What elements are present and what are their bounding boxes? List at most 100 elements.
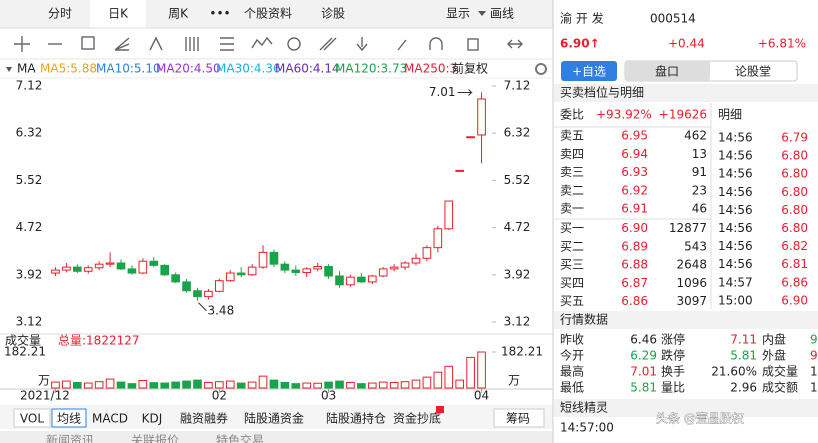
volume-bar xyxy=(94,381,104,389)
trade-time: 14:56 xyxy=(718,221,753,235)
stock-code: 000514 xyxy=(650,12,696,26)
indicator-tab[interactable]: VOL xyxy=(20,412,44,426)
volume-bar xyxy=(324,381,333,389)
top-tab[interactable]: ••• xyxy=(209,7,230,21)
trade-time: 14:56 xyxy=(718,203,753,217)
stock-name: 渝 开 发 xyxy=(560,11,604,26)
trade-price: 6.80 xyxy=(781,221,808,235)
level-price: 6.89 xyxy=(621,239,648,253)
indicator-tab[interactable]: 陆股通持仓 xyxy=(326,411,386,426)
candle-body xyxy=(160,264,170,276)
settings-icon[interactable] xyxy=(535,63,547,75)
min-arrow xyxy=(198,302,207,312)
volume-bar xyxy=(236,382,246,389)
indicator-tab[interactable]: 资金抄底 xyxy=(393,411,441,426)
candle-body xyxy=(149,260,159,266)
segment-selected[interactable] xyxy=(625,61,710,81)
candle-body xyxy=(269,251,279,265)
level-price: 6.88 xyxy=(621,258,648,272)
ratio-value: +93.92% xyxy=(596,108,652,122)
level-volume: 13 xyxy=(692,147,707,161)
volume-title: 成交量 xyxy=(5,333,41,348)
signal-time: 14:57:00 xyxy=(560,421,614,435)
level-volume: 543 xyxy=(684,239,707,253)
volume-bar xyxy=(182,380,191,389)
top-tab[interactable]: 个股资料 xyxy=(244,7,292,21)
candle-body xyxy=(280,263,290,271)
candle-body xyxy=(324,266,333,277)
trade-time: 14:56 xyxy=(718,239,753,253)
ratio-diff: +19626 xyxy=(659,108,707,122)
volume-bar xyxy=(247,381,257,389)
indicator-tab[interactable]: MACD xyxy=(92,412,128,426)
ma-legend: MA30:4.36 xyxy=(216,62,281,76)
top-tab[interactable]: 画线 xyxy=(490,7,514,21)
level-price: 6.92 xyxy=(621,183,648,197)
market-cell: 18 xyxy=(810,365,818,379)
bottom-tab[interactable]: 关联报价 xyxy=(131,433,179,443)
ma-legend: MA20:4.50 xyxy=(156,62,221,76)
max-label: 7.01 xyxy=(429,85,456,99)
volume-bar xyxy=(378,381,388,389)
level-label: 买二 xyxy=(560,239,584,253)
market-cell: 7.11 xyxy=(730,333,757,347)
bottom-tab[interactable]: 新闻资讯 xyxy=(46,433,94,443)
watchlist-button[interactable] xyxy=(561,61,617,81)
level-label: 卖二 xyxy=(560,183,584,197)
bottom-tab[interactable]: 特色交易 xyxy=(216,433,264,443)
volume-bar xyxy=(62,380,71,389)
level-label: 买一 xyxy=(560,221,584,235)
indicator-tab[interactable]: 融资融券 xyxy=(180,411,228,426)
button-label[interactable]: 盘口 xyxy=(655,64,679,79)
market-cell: 6.29 xyxy=(630,349,657,363)
indicator-tab[interactable]: 筹码 xyxy=(506,412,530,426)
top-tab[interactable]: 日K xyxy=(108,7,129,21)
indicator-tab[interactable]: 均线 xyxy=(57,412,81,426)
level-label: 卖一 xyxy=(560,202,584,216)
candle-body xyxy=(94,263,104,269)
market-cell: 量比 xyxy=(661,381,685,395)
top-tab[interactable]: 分时 xyxy=(48,7,72,21)
y-tick-label: 4.72 xyxy=(16,220,43,234)
stock-price: 6.90↑ xyxy=(560,37,600,51)
candle-body xyxy=(215,280,224,292)
bottom-bar xyxy=(0,431,553,443)
candle-body xyxy=(291,269,301,273)
top-tab[interactable]: 周K xyxy=(168,7,189,21)
volume-bar xyxy=(302,382,312,389)
min-label: 3.48 xyxy=(207,303,234,317)
level-price: 6.91 xyxy=(621,202,648,216)
x-tick-label: 2021/12 xyxy=(20,389,70,403)
trade-time: 14:56 xyxy=(718,185,753,199)
button-label[interactable]: 论股堂 xyxy=(735,65,771,79)
ma-legend: MA120:3.73 xyxy=(335,62,407,76)
indicator-tab[interactable]: KDJ xyxy=(142,412,163,426)
y-tick-label: 6.32 xyxy=(16,126,43,140)
market-cell: 换手 xyxy=(661,365,685,379)
volume-bar xyxy=(313,382,322,389)
market-cell: 5.81 xyxy=(630,381,657,395)
trade-time: 14:56 xyxy=(718,149,753,163)
top-tab[interactable]: 诊股 xyxy=(321,7,345,21)
max-arrow xyxy=(457,89,473,96)
candle-body xyxy=(72,266,82,272)
indicator-tab[interactable]: 陆股通资金 xyxy=(244,411,304,426)
candle-body xyxy=(258,251,268,268)
candle-body xyxy=(83,267,93,272)
chips-button[interactable] xyxy=(493,408,545,428)
candle-body xyxy=(247,266,257,276)
x-tick-label: 03 xyxy=(321,389,336,403)
ma-toggle[interactable] xyxy=(51,408,87,428)
market-cell: 2.96 xyxy=(730,381,757,395)
volume-bar xyxy=(411,379,421,389)
level-volume: 462 xyxy=(684,129,707,143)
level-volume: 3097 xyxy=(676,294,707,308)
volume-bar xyxy=(204,381,213,389)
x-tick-label: 04 xyxy=(474,389,489,403)
top-tab[interactable]: 显示 xyxy=(446,7,470,21)
level-label: 买三 xyxy=(560,258,584,272)
ma-legend: MA250:3. xyxy=(404,62,461,76)
volume-bar xyxy=(127,383,137,389)
button-label[interactable]: +自选 xyxy=(572,65,606,79)
volume-unit: 万 xyxy=(508,374,520,388)
